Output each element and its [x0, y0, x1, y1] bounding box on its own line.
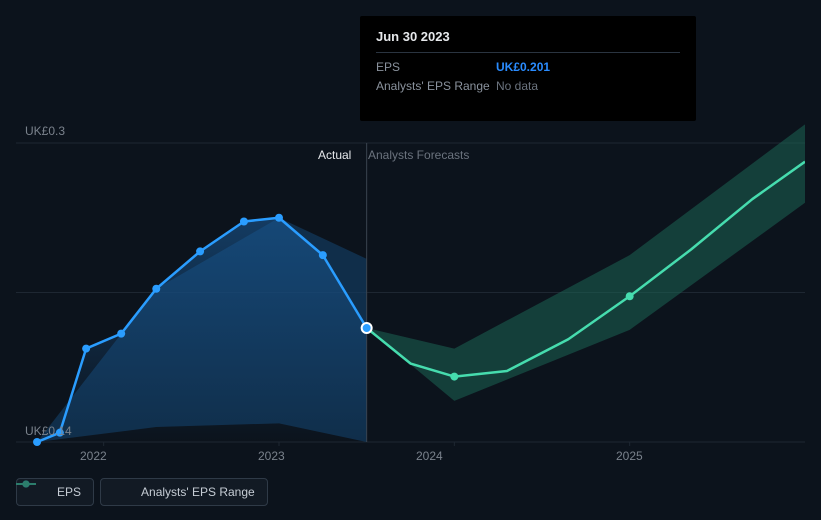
x-tick-2023: 2023: [258, 449, 285, 463]
y-tick-lower: UK£0.14: [25, 424, 72, 438]
tooltip-eps-key: EPS: [376, 59, 496, 76]
legend-range-icon: [113, 486, 133, 498]
hover-tooltip: Jun 30 2023 EPS UK£0.201 Analysts' EPS R…: [360, 16, 696, 121]
tooltip-date: Jun 30 2023: [376, 28, 680, 53]
legend-eps-label: EPS: [57, 485, 81, 499]
x-tick-2025: 2025: [616, 449, 643, 463]
y-tick-upper: UK£0.3: [25, 124, 65, 138]
chart-legend: EPS Analysts' EPS Range: [16, 478, 268, 506]
legend-range-label: Analysts' EPS Range: [141, 485, 255, 499]
tooltip-range-value: No data: [496, 78, 538, 95]
x-tick-2022: 2022: [80, 449, 107, 463]
legend-item-range[interactable]: Analysts' EPS Range: [100, 478, 268, 506]
tooltip-range-key: Analysts' EPS Range: [376, 78, 496, 95]
x-tick-2024: 2024: [416, 449, 443, 463]
tooltip-eps-value: UK£0.201: [496, 59, 550, 76]
label-forecast: Analysts Forecasts: [368, 148, 469, 162]
label-actual: Actual: [318, 148, 351, 162]
